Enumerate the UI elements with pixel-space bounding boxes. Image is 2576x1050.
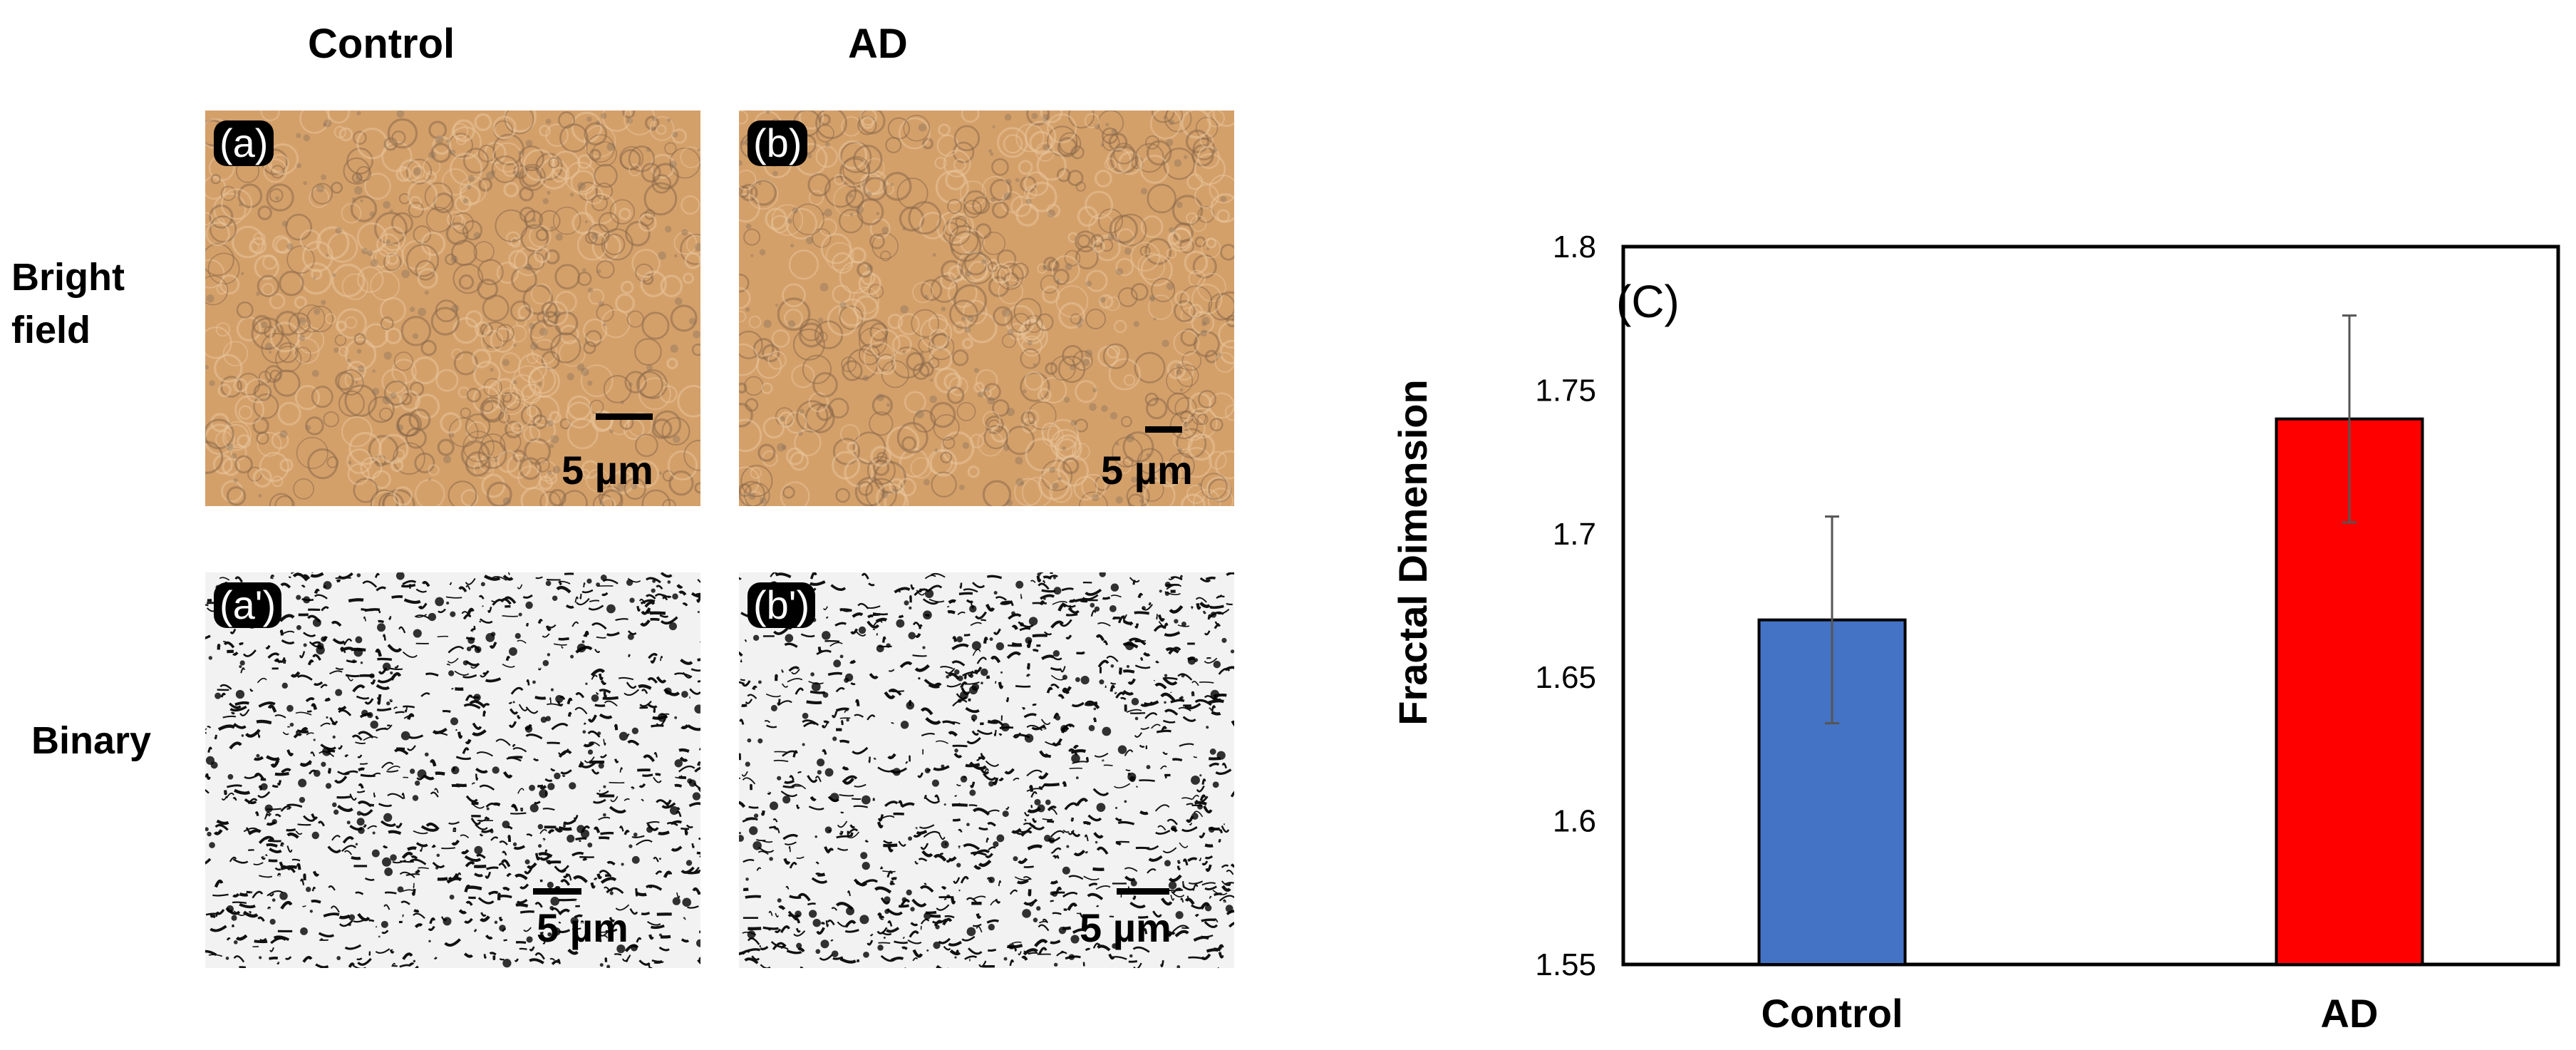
binary-texture-a-prime (205, 572, 700, 968)
panel-label-a: (a) (214, 120, 274, 166)
y-tick-label: 1.55 (1535, 947, 1596, 982)
row-title-binary: Binary (31, 719, 152, 762)
panel-label-b-prime: (b') (748, 582, 816, 628)
chart-x-tick-labels: Control AD (1761, 991, 2378, 1036)
y-tick-label: 1.65 (1535, 660, 1596, 695)
column-title-ad: AD (848, 21, 908, 67)
plot-frame (1621, 245, 2560, 967)
micrograph-panel-a: (a) 5 µm (205, 110, 700, 506)
scale-text-a-prime: 5 µm (537, 905, 629, 950)
micrograph-panel-b: (b) 5 µm (739, 110, 1234, 506)
fractal-dimension-chart: 1.55 1.6 1.65 1.7 1.75 1.8 Control AD Fractal … (1390, 230, 2560, 1036)
y-tick-label: 1.7 (1553, 517, 1596, 552)
column-title-control: Control (308, 21, 455, 67)
bright-field-texture-b (739, 110, 1234, 506)
x-tick-label: Control (1761, 991, 1903, 1036)
scale-bar-b (1145, 426, 1182, 433)
binary-texture-b-prime (739, 572, 1234, 968)
chart-panel-label: (C) (1616, 276, 1680, 327)
scale-text-b-prime: 5 µm (1080, 905, 1171, 950)
micrograph-panel-b-prime: (b') 5 µm (739, 572, 1234, 968)
x-tick-label: AD (2321, 991, 2379, 1036)
panel-label-a-prime: (a') (214, 582, 282, 628)
scale-text-a: 5 µm (562, 448, 653, 493)
y-tick-label: 1.75 (1535, 373, 1596, 408)
row-title-bright-line1: Bright (11, 256, 125, 299)
row-title-bright-line2: field (11, 309, 91, 351)
scale-bar-b-prime (1117, 888, 1169, 895)
y-axis-label: Fractal Dimension (1390, 379, 1435, 725)
scale-bar-a (596, 413, 653, 420)
chart-y-tick-labels: 1.55 1.6 1.65 1.7 1.75 1.8 (1535, 230, 1596, 982)
y-tick-label: 1.8 (1553, 230, 1596, 264)
panel-label-b: (b) (748, 120, 808, 166)
chart-bars (1757, 417, 2424, 966)
chart-error-bars (1825, 314, 2357, 725)
micrograph-panel-a-prime: (a') 5 µm (205, 572, 700, 968)
scale-bar-a-prime (533, 888, 581, 895)
scale-text-b: 5 µm (1101, 448, 1193, 493)
row-title-bright-field: Bright field (11, 251, 125, 356)
y-tick-label: 1.6 (1553, 804, 1596, 839)
chart-axes (1621, 245, 2560, 967)
